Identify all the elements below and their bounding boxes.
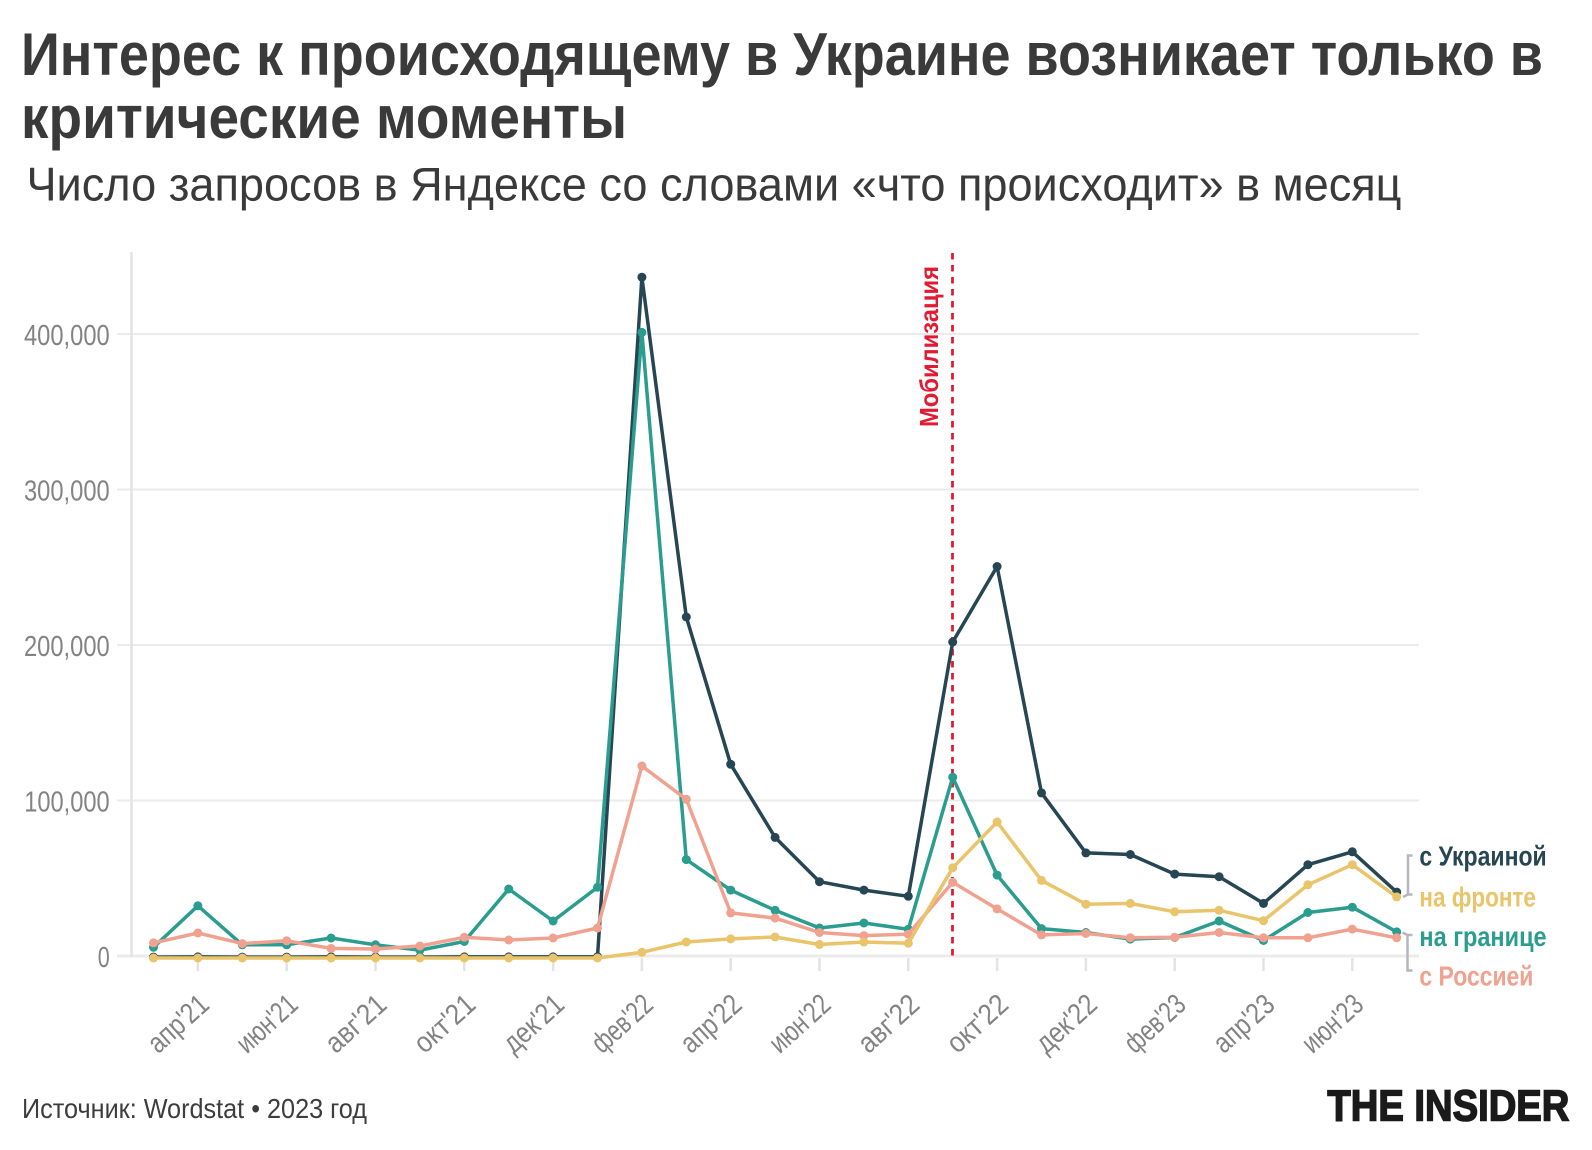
svg-text:300,000: 300,000: [24, 476, 110, 508]
svg-text:с Украиной: с Украиной: [1419, 841, 1546, 872]
svg-text:Интерес к происходящему в Укра: Интерес к происходящему в Украине возник…: [21, 21, 1543, 88]
svg-text:THE INSIDER: THE INSIDER: [1327, 1082, 1569, 1131]
svg-text:100,000: 100,000: [24, 787, 110, 819]
svg-text:критические моменты: критические моменты: [21, 84, 627, 151]
svg-text:Источник: Wordstat • 2023 год: Источник: Wordstat • 2023 год: [22, 1093, 367, 1124]
svg-text:на фронте: на фронте: [1419, 881, 1536, 912]
svg-text:0: 0: [98, 942, 110, 974]
svg-text:Мобилизация: Мобилизация: [914, 266, 944, 427]
svg-text:200,000: 200,000: [24, 631, 110, 663]
svg-text:400,000: 400,000: [24, 320, 110, 352]
svg-text:с Россией: с Россией: [1419, 961, 1533, 992]
svg-text:на границе: на границе: [1419, 921, 1546, 952]
svg-text:Число запросов в Яндексе со сл: Число запросов в Яндексе со словами «что…: [27, 158, 1402, 211]
